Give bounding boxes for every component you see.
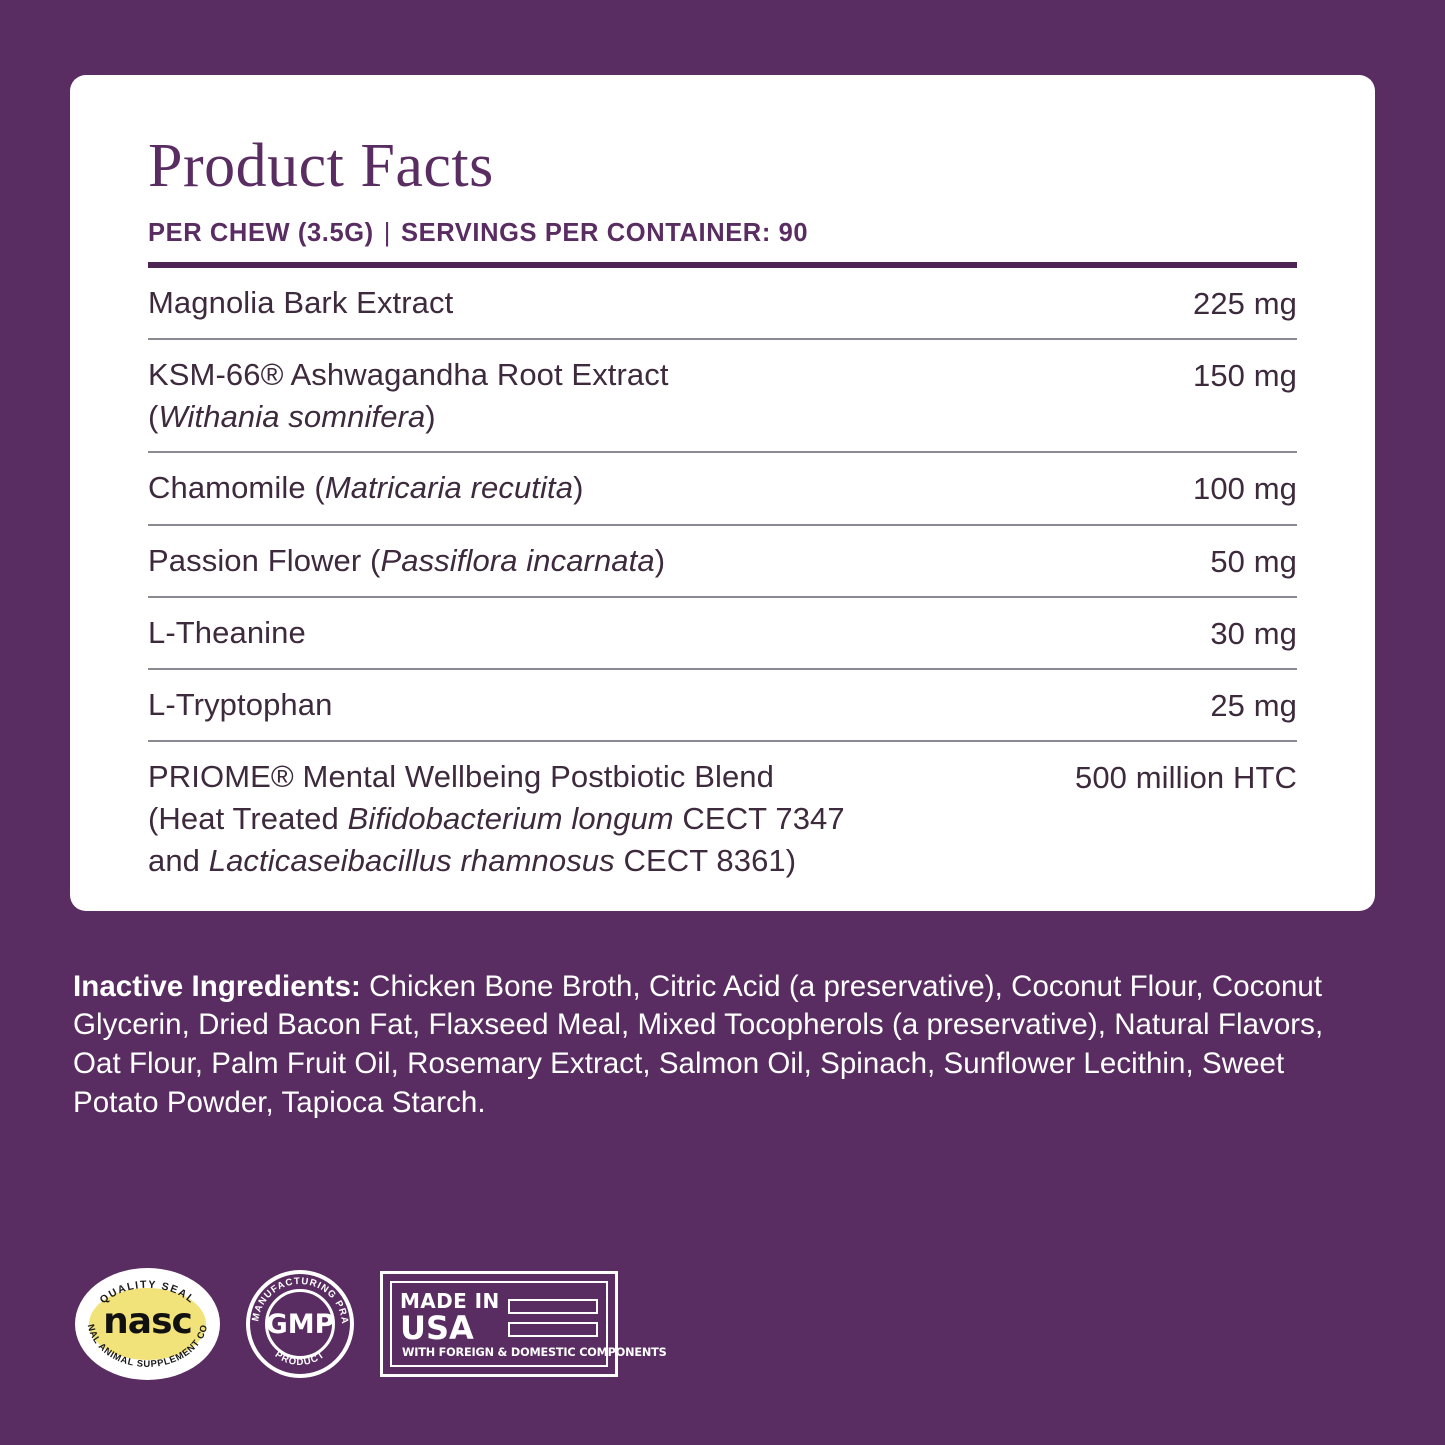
ingredient-row: KSM-66® Ashwagandha Root Extract (Withani… bbox=[148, 340, 1297, 454]
made-in-usa-top-row: MADE IN USA bbox=[400, 1289, 598, 1345]
made-in-usa-footnote: WITH FOREIGN & DOMESTIC COMPONENTS bbox=[401, 1345, 667, 1359]
ingredient-amount: 100 mg bbox=[1193, 471, 1297, 507]
ingredient-row: L-Tryptophan 25 mg bbox=[148, 670, 1297, 743]
ingredient-name: PRIOME® Mental Wellbeing Postbiotic Blen… bbox=[148, 759, 845, 879]
header-rule bbox=[148, 262, 1297, 268]
serving-separator: | bbox=[383, 219, 392, 247]
ingredient-name: KSM-66® Ashwagandha Root Extract (Withani… bbox=[148, 357, 669, 435]
ingredient-row: Passion Flower (Passiflora incarnata) 50 … bbox=[148, 526, 1297, 598]
nasc-inner-ellipse bbox=[89, 1288, 206, 1360]
made-in-usa-inner-frame: MADE IN USA WITH FOREIGN & DOMESTIC COMP… bbox=[390, 1281, 667, 1367]
page-title: Product Facts bbox=[148, 132, 494, 200]
ingredient-amount: 25 mg bbox=[1210, 687, 1297, 723]
made-in-label: MADE IN bbox=[400, 1288, 500, 1313]
ingredient-amount: 500 million HTC bbox=[1074, 760, 1297, 796]
gmp-inner-ring bbox=[265, 1289, 335, 1359]
inactive-ingredients-text: Chicken Bone Broth, Citric Acid (a prese… bbox=[73, 969, 1324, 1120]
servings-per-container-label: SERVINGS PER CONTAINER: 90 bbox=[401, 219, 809, 247]
ingredient-amount: 30 mg bbox=[1210, 615, 1297, 651]
ingredient-name: Passion Flower (Passiflora incarnata) bbox=[148, 542, 666, 578]
usa-label: USA bbox=[400, 1308, 474, 1347]
ingredient-name: L-Theanine bbox=[148, 614, 306, 650]
per-serving-label: PER CHEW (3.5G) bbox=[148, 219, 374, 247]
ingredient-name: L-Tryptophan bbox=[148, 686, 333, 722]
gmp-wordmark: GMP bbox=[265, 1309, 335, 1340]
flag-stripe bbox=[507, 1299, 598, 1314]
ingredient-amount: 225 mg bbox=[1193, 286, 1297, 321]
ingredient-row: PRIOME® Mental Wellbeing Postbiotic Blen… bbox=[148, 742, 1297, 895]
made-in-usa-wordmark: MADE IN USA bbox=[400, 1289, 500, 1345]
gmp-badge-icon: GOOD MANUFACTURING PRACTICE PRODUCT GMP bbox=[246, 1270, 354, 1378]
gmp-outer-ring bbox=[246, 1270, 354, 1378]
inactive-ingredients-label: Inactive Ingredients: bbox=[73, 969, 361, 1003]
ingredient-row: Magnolia Bark Extract 225 mg bbox=[148, 268, 1297, 341]
nasc-seal-icon: QUALITY SEAL NATIONAL ANIMAL SUPPLEMENT … bbox=[75, 1268, 220, 1380]
ingredient-amount: 50 mg bbox=[1210, 543, 1297, 579]
nasc-arc-text-group: QUALITY SEAL NATIONAL ANIMAL SUPPLEMENT … bbox=[75, 1268, 209, 1369]
gmp-bottom-arc-text: PRODUCT bbox=[273, 1349, 327, 1368]
made-in-usa-badge-icon: MADE IN USA WITH FOREIGN & DOMESTIC COMP… bbox=[380, 1271, 667, 1377]
ingredient-row: Chamomile (Matricaria recutita) 100 mg bbox=[148, 453, 1297, 526]
product-facts-card: Product Facts PER CHEW (3.5G) | SERVINGS P… bbox=[70, 75, 1375, 911]
nasc-wordmark: nasc bbox=[103, 1301, 193, 1342]
flag-stripes-icon bbox=[507, 1289, 598, 1345]
serving-info-line: PER CHEW (3.5G) | SERVINGS PER CONTAINER: … bbox=[148, 219, 1297, 248]
ingredient-row: L-Theanine 30 mg bbox=[148, 598, 1297, 670]
certification-badges: QUALITY SEAL NATIONAL ANIMAL SUPPLEMENT … bbox=[75, 1268, 667, 1380]
ingredient-name: Chamomile (Matricaria recutita) bbox=[148, 470, 584, 506]
inactive-ingredients: Inactive Ingredients: Chicken Bone Broth… bbox=[73, 968, 1348, 1124]
ingredient-name: Magnolia Bark Extract bbox=[148, 285, 454, 320]
ingredient-amount: 150 mg bbox=[1193, 358, 1297, 394]
ingredient-rows: Magnolia Bark Extract 225 mg KSM-66® Ashwa… bbox=[148, 268, 1297, 896]
flag-stripe bbox=[507, 1322, 598, 1337]
gmp-arc-text-group: GOOD MANUFACTURING PRACTICE PRODUCT bbox=[246, 1270, 349, 1368]
